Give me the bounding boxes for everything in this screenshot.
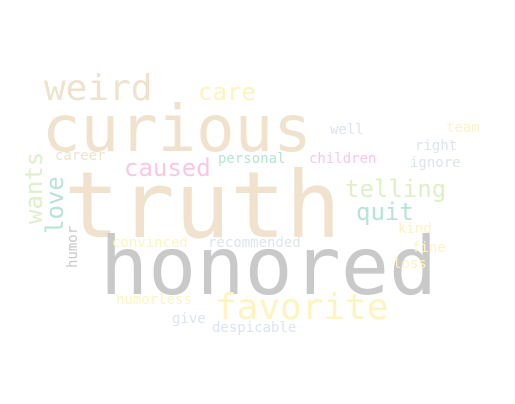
word-favorite: favorite (215, 287, 389, 328)
word-give: give (172, 311, 206, 327)
word-weird: weird (44, 68, 153, 109)
word-humor: humor (65, 225, 81, 268)
word-career: career (55, 148, 106, 164)
word-curious: curious (42, 93, 312, 167)
word-convinced: convinced (112, 235, 188, 251)
word-truth: truth (64, 152, 341, 259)
word-team: team (446, 120, 480, 136)
word-kind: kind (398, 221, 432, 237)
word-children: children (309, 151, 377, 167)
word-well: well (330, 122, 364, 138)
word-right: right (415, 138, 458, 154)
word-love: love (41, 176, 69, 234)
word-care: care (198, 78, 256, 106)
word-ignore: ignore (410, 155, 461, 171)
word-despicable: despicable (212, 320, 297, 336)
word-quit: quit (356, 198, 414, 226)
word-honored: honored (100, 220, 438, 313)
word-loss: loss (393, 256, 427, 272)
word-fine: fine (412, 240, 446, 256)
word-recommended: recommended (208, 235, 301, 251)
word-telling: telling (345, 175, 447, 203)
word-humorless: humorless (116, 292, 192, 308)
word-caused: caused (124, 154, 211, 182)
word-personal: personal (218, 151, 286, 167)
